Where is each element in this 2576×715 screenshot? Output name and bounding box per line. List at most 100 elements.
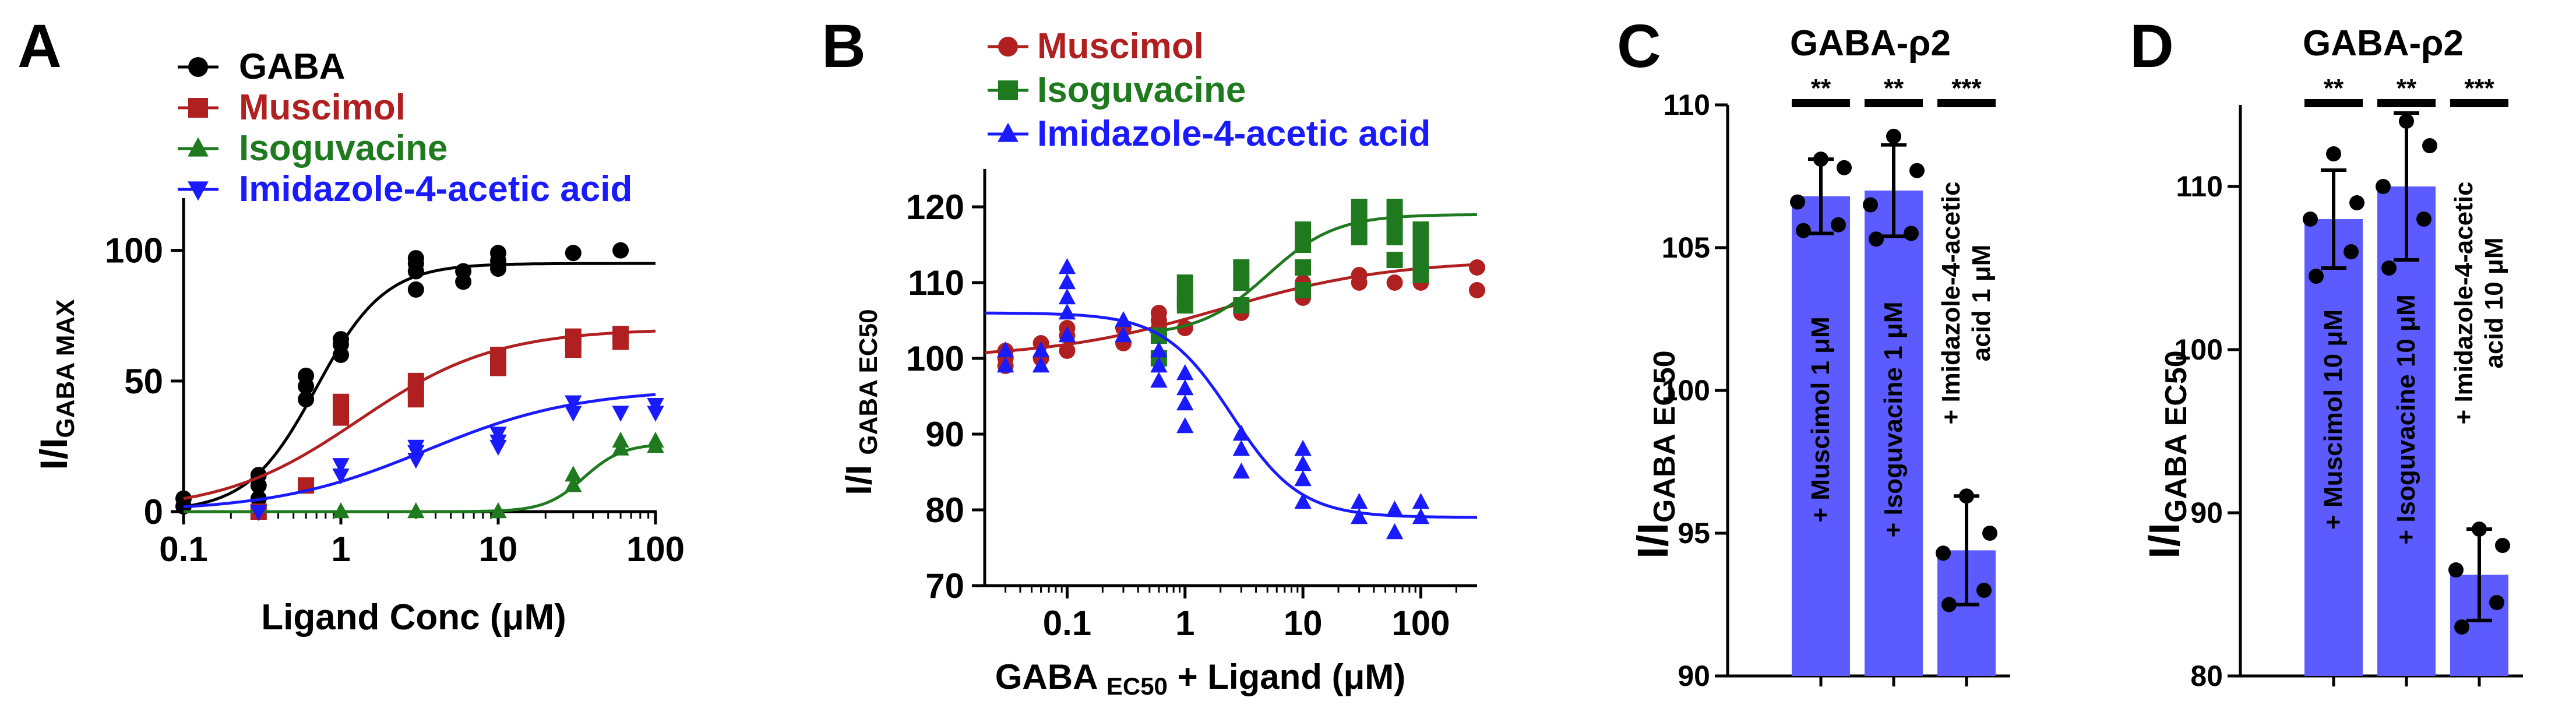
panel-c-significance-label: ** — [1811, 74, 1831, 103]
panel-b-data-point — [1233, 274, 1250, 291]
panel-b-fit-line — [984, 263, 1478, 354]
panel-a-data-point — [250, 505, 267, 522]
panel-d-significance-label: ** — [2397, 74, 2417, 103]
panel-a-legend-marker — [188, 181, 209, 201]
panel-d-data-point — [2495, 538, 2510, 553]
panel-b-data-point — [1295, 237, 1312, 253]
panel-b-data-point — [1295, 282, 1312, 298]
panel-b-data-point — [1295, 259, 1312, 276]
panel-a-legend-label-gaba: GABA — [239, 47, 346, 87]
panel-b-y-axis-title: I/I GABA EC50 — [839, 309, 883, 495]
panel-d-data-point — [2422, 138, 2437, 153]
panel-b-data-point — [1032, 356, 1050, 373]
panel-c-y-tick-label: 90 — [1678, 660, 1710, 692]
panel-c-data-point — [1837, 160, 1852, 175]
panel-b-data-point — [1176, 364, 1194, 381]
panel-d-data-point — [2376, 179, 2391, 194]
panel-d-significance-bar — [2450, 99, 2508, 107]
panel-c-y-tick-label: 95 — [1678, 517, 1710, 550]
panel-b-data-point — [1295, 221, 1312, 238]
panel-a-x-main: Ligand Conc ( — [261, 597, 502, 637]
panel-a-data-point — [565, 395, 582, 411]
panel-b-data-point — [1058, 303, 1076, 320]
panel-b-data-point — [996, 356, 1014, 373]
panel-b-y-tick-label: 110 — [908, 263, 964, 302]
panel-d-significance-bar — [2304, 99, 2363, 107]
panel-c-data-point — [1976, 583, 1992, 598]
panel-letter-b: B — [822, 12, 866, 80]
panel-b-data-point — [1386, 500, 1404, 517]
panel-b-data-point — [1351, 267, 1368, 283]
panel-b-x-main: GABA — [995, 657, 1106, 696]
panel-a-data-point — [298, 367, 315, 384]
panel-c-bar — [1792, 196, 1850, 676]
panel-d-data-point — [2349, 195, 2364, 210]
panel-b-x-axis-title: GABA EC50 + Ligand (μM) — [995, 657, 1406, 700]
panel-a-data-point — [333, 393, 349, 410]
panel-a-data-point — [612, 326, 629, 343]
panel-b-legend-marker — [998, 122, 1019, 142]
panel-c-significance-bar — [1865, 99, 1923, 107]
panel-d-data-point — [2309, 269, 2324, 284]
panel-b-x-tick-label: 0.1 — [1043, 604, 1091, 643]
panel-b-data-point — [1412, 508, 1430, 524]
panel-b-data-point — [1294, 455, 1312, 471]
panel-b-data-point — [1059, 343, 1076, 359]
panel-b-data-point — [1386, 199, 1403, 215]
panel-b-y-tick-label: 70 — [925, 566, 964, 605]
panel-a-data-point — [455, 263, 472, 280]
panel-a-data-point — [647, 397, 664, 414]
panel-a-y-sub: GABA MAX — [51, 300, 80, 438]
panel-b-data-point — [1232, 462, 1250, 479]
panel-b-data-point — [1412, 267, 1429, 283]
panel-a-data-point — [490, 347, 506, 363]
panel-c-y-tick-label: 100 — [1662, 374, 1710, 407]
panel-b-data-point — [1386, 523, 1404, 540]
panel-d-significance-label: ** — [2324, 74, 2344, 103]
panel-c-data-point — [1796, 223, 1811, 238]
panel-c-data-point — [1909, 163, 1925, 178]
panel-d-bar-label: + Imidazole-4-acetic — [2450, 182, 2478, 425]
panel-d-bar — [2304, 219, 2363, 676]
panel-a-data-point — [298, 391, 315, 408]
panel-c-data-point — [1831, 217, 1846, 233]
panel-b-fit-line — [1149, 213, 1478, 334]
panel-c-y-tick-label: 105 — [1662, 231, 1710, 264]
panel-a-x-tick-label: 10 — [479, 530, 518, 569]
panel-letter-c: C — [1617, 12, 1661, 80]
panel-d-data-point — [2472, 522, 2487, 537]
panel-d-data-point — [2303, 212, 2318, 227]
panel-a-y-tick-label: 100 — [105, 231, 163, 270]
panel-d-significance-bar — [2377, 99, 2436, 107]
panel-d-data-point — [2489, 595, 2504, 610]
panel-b-data-point — [1294, 470, 1312, 487]
panel-a-legend-label-isoguvacine: Isoguvacine — [239, 128, 447, 168]
panel-a-data-point — [612, 406, 629, 422]
panel-b-x-tail: M) — [1365, 657, 1405, 696]
panel-d-title: GABA-ρ2 — [2303, 23, 2464, 64]
panel-a-data-point — [612, 242, 629, 259]
panel-d-y-tick-label: 110 — [2176, 170, 2223, 203]
panel-b-fit-line — [985, 311, 1477, 519]
panel-a-data-point — [565, 245, 582, 262]
panel-d-data-point — [2454, 619, 2469, 635]
panel-a-data-point — [332, 502, 350, 519]
panel-c-data-point — [1941, 597, 1957, 612]
panel-d-y-tick-label: 80 — [2190, 660, 2223, 692]
panel-c-significance-bar — [1937, 99, 1996, 107]
panel-b-data-point — [1233, 259, 1250, 276]
panel-c-bar-label: acid 1 μM — [1967, 245, 1996, 362]
panel-b-data-point — [1150, 305, 1167, 321]
panel-letter-a: A — [17, 12, 62, 80]
panel-a-data-point — [332, 458, 350, 474]
panel-d-y-sub: GABA EC50 — [2159, 350, 2193, 523]
panel-b-data-point — [1233, 297, 1250, 314]
panel-b-data-point — [1058, 288, 1076, 305]
panel-b-data-point — [1386, 274, 1403, 291]
panel-a-data-point — [489, 427, 507, 443]
panel-b-data-point — [1176, 379, 1194, 396]
panel-a-x-tick-label: 0.1 — [159, 530, 207, 569]
panel-a-x-axis-title: Ligand Conc (μM) — [261, 597, 566, 637]
